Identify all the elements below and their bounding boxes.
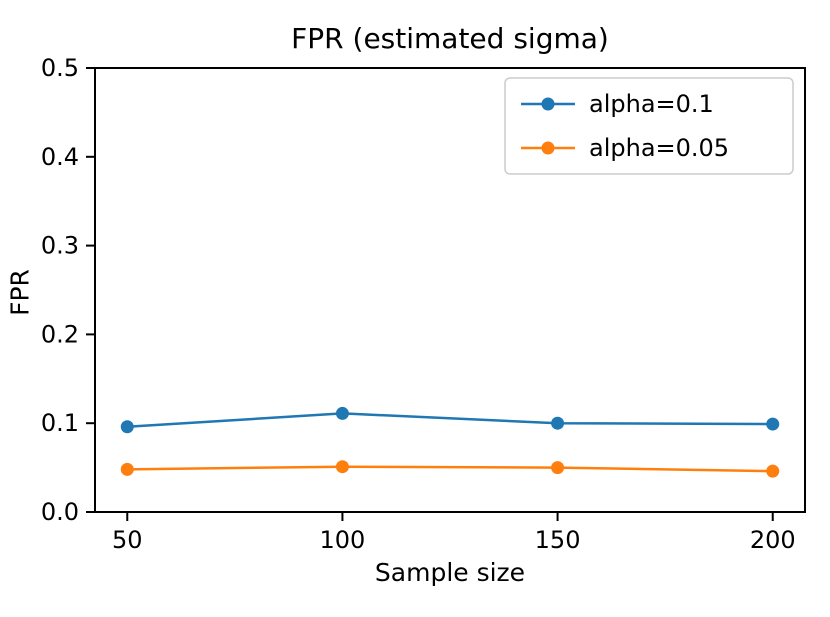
series-line	[127, 465, 773, 473]
y-tick-label: 0.2	[41, 320, 79, 348]
x-tick-label: 150	[535, 526, 581, 554]
series-line	[127, 412, 773, 428]
x-tick-label: 100	[320, 526, 366, 554]
legend-label: alpha=0.05	[589, 134, 729, 162]
data-point-marker	[766, 417, 780, 431]
y-tick-label: 0.3	[41, 232, 79, 260]
x-tick-label: 50	[112, 526, 143, 554]
data-point-marker	[551, 416, 565, 430]
legend-marker	[541, 97, 555, 111]
data-point-marker	[120, 462, 134, 476]
x-tick-label: 200	[750, 526, 796, 554]
legend-marker	[541, 141, 555, 155]
y-tick-label: 0.1	[41, 409, 79, 437]
data-point-marker	[551, 461, 565, 475]
x-axis-label: Sample size	[374, 558, 526, 587]
y-tick-label: 0.0	[41, 498, 79, 526]
legend-label: alpha=0.1	[589, 90, 714, 118]
y-tick-label: 0.5	[41, 54, 79, 82]
data-point-marker	[335, 460, 349, 474]
y-axis-label: FPR	[5, 269, 35, 316]
axes-spines	[94, 67, 806, 513]
data-point-marker	[766, 464, 780, 478]
legend-box	[504, 77, 794, 175]
data-point-marker	[120, 420, 134, 434]
chart-title: FPR (estimated sigma)	[291, 22, 609, 55]
data-point-marker	[335, 406, 349, 420]
y-tick-label: 0.4	[41, 143, 79, 171]
